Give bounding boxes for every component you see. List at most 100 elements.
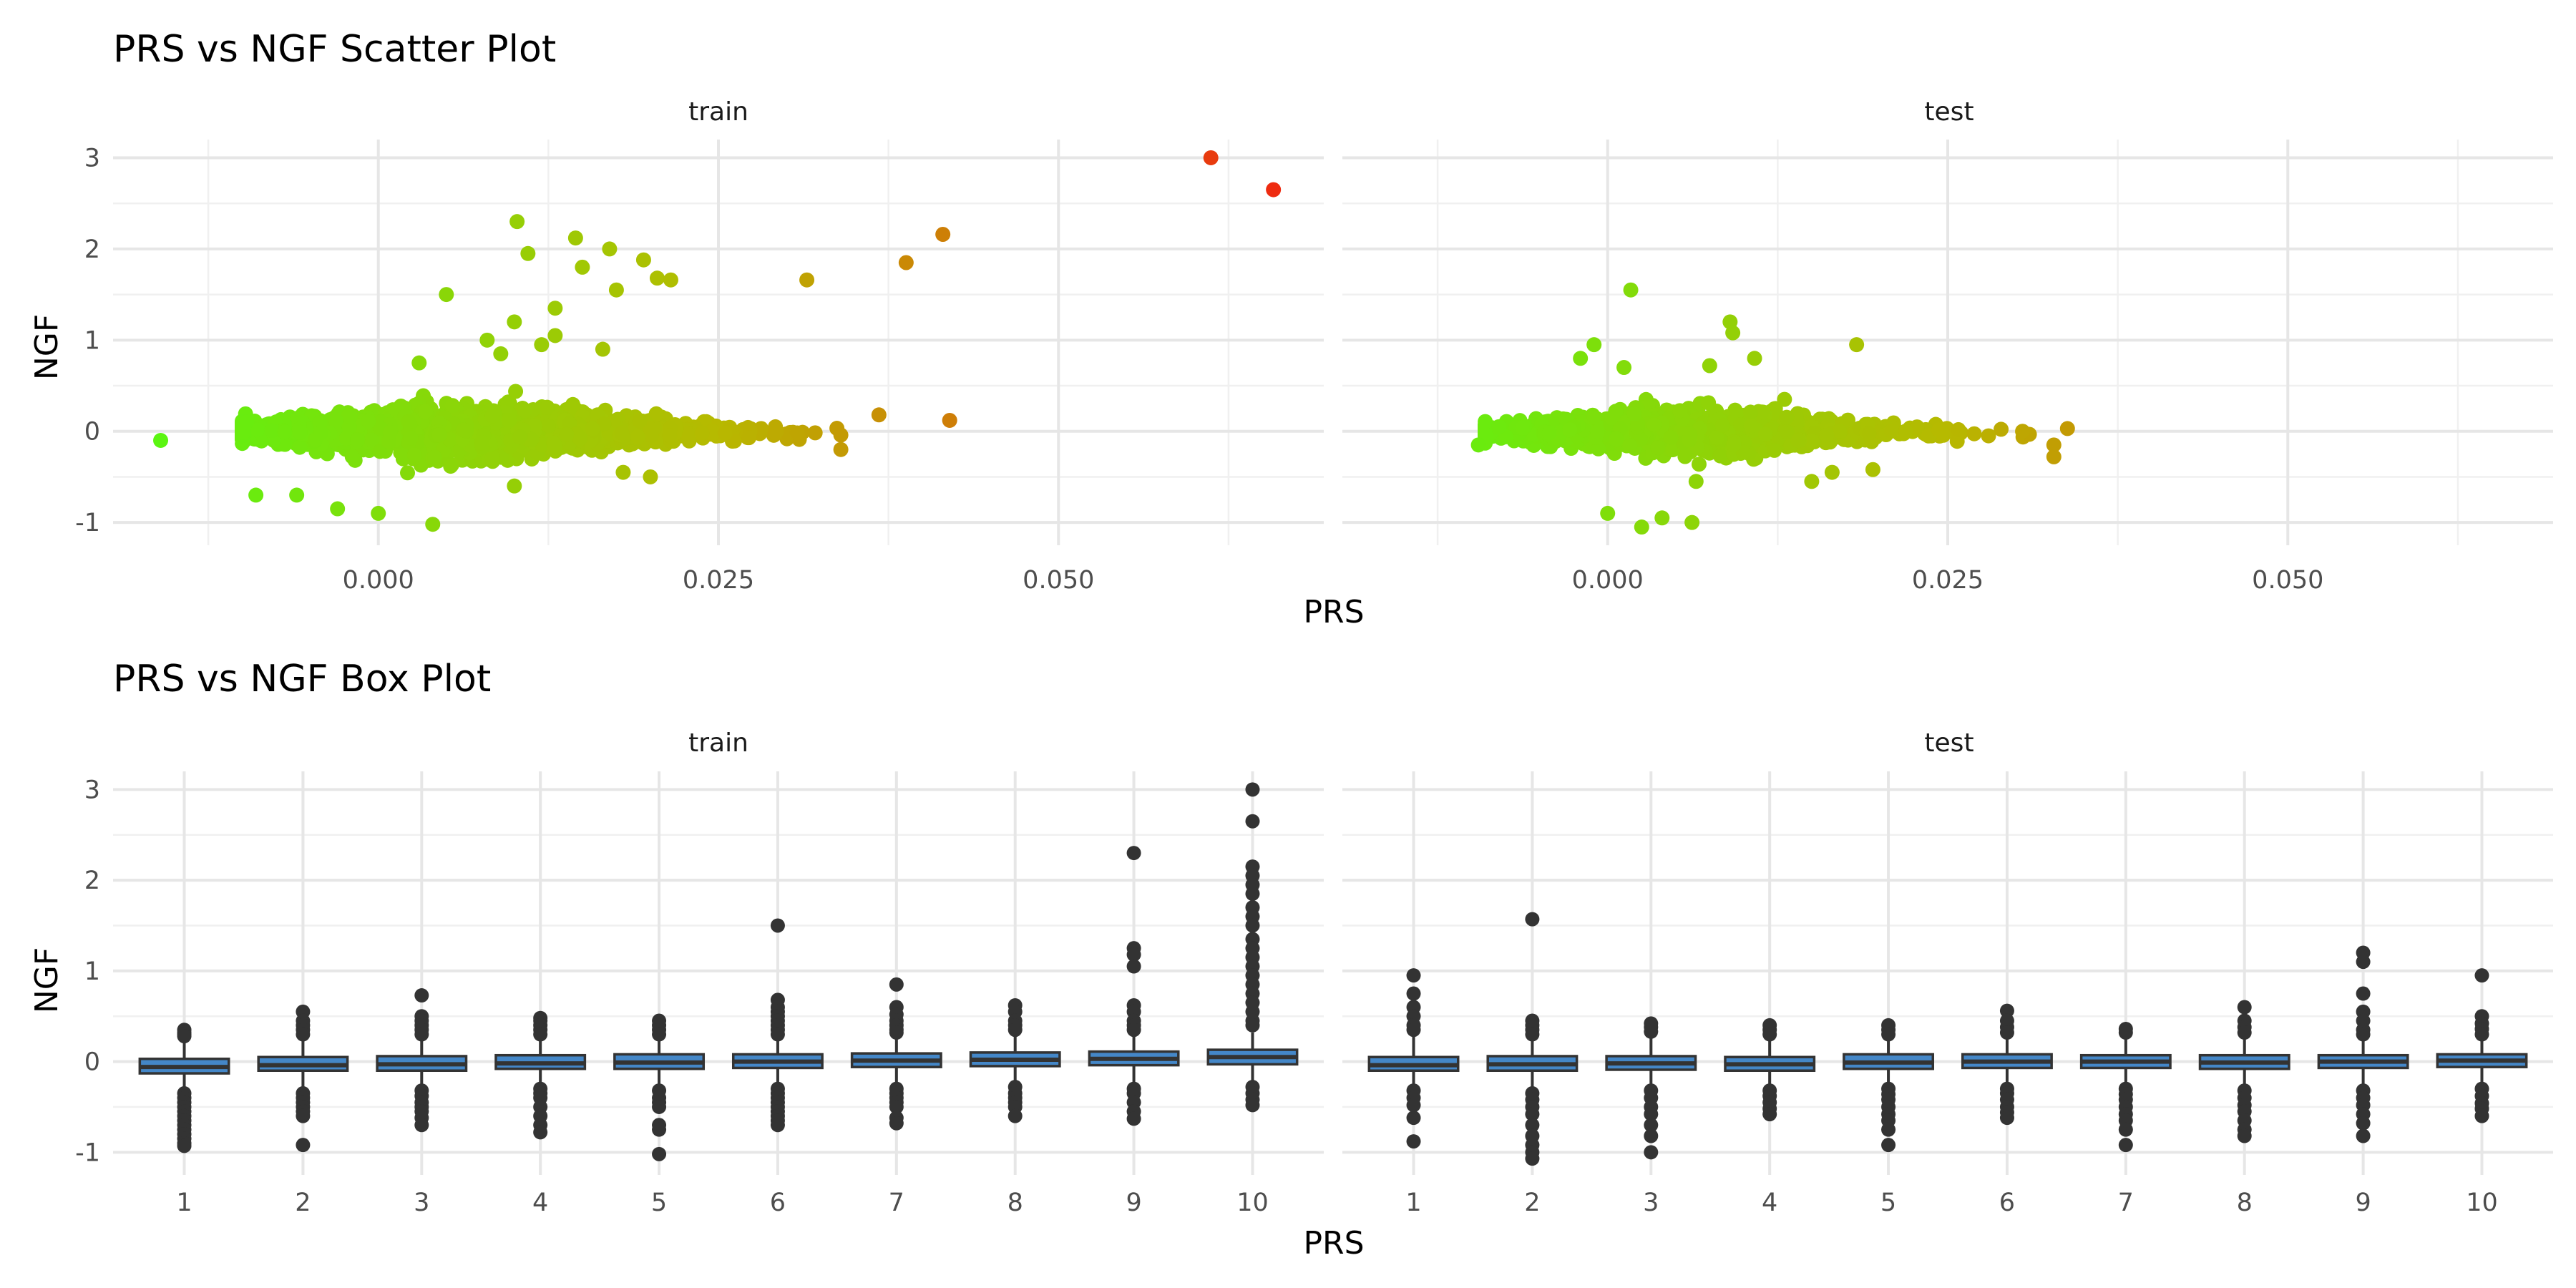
box-outlier: [1245, 887, 1260, 902]
scatter-point: [833, 441, 849, 457]
box-outlier: [652, 1027, 667, 1042]
scatter-point: [1777, 391, 1792, 407]
scatter-point: [459, 423, 474, 439]
scatter-point: [942, 412, 957, 428]
scatter-point: [1701, 395, 1717, 411]
scatter-point: [602, 241, 618, 257]
scatter-point: [741, 430, 757, 446]
box-outlier: [296, 1027, 311, 1042]
scatter-point: [833, 427, 849, 443]
scatter-point: [1865, 462, 1880, 477]
x-tick-label: 9: [1126, 1189, 1141, 1217]
x-tick-label: 7: [889, 1189, 904, 1217]
scatter-point: [635, 252, 651, 268]
x-tick-label: 0.050: [2252, 566, 2323, 595]
scatter-point: [559, 426, 575, 442]
scatter-point: [1600, 505, 1616, 521]
x-tick-label: 0.000: [343, 566, 414, 595]
x-tick-label: 7: [2118, 1189, 2134, 1217]
box-outlier: [889, 1025, 904, 1040]
x-tick-label: 0.025: [1912, 566, 1984, 595]
scatter-point: [1702, 358, 1717, 374]
scatter-point: [328, 414, 344, 430]
scatter-point: [632, 413, 648, 429]
box-outlier: [1126, 1111, 1141, 1126]
box-outlier: [1762, 1107, 1777, 1122]
x-tick-label: 6: [770, 1189, 786, 1217]
scatter-point: [596, 416, 612, 432]
scatter-point: [395, 451, 411, 467]
scatter-point: [565, 396, 581, 412]
x-tick-label: 2: [1524, 1189, 1540, 1217]
scatter-point: [517, 403, 532, 419]
box-outlier: [1245, 1098, 1260, 1113]
scatter-point: [1747, 351, 1762, 366]
scatter-point: [364, 432, 379, 448]
y-tick-label: 2: [84, 867, 100, 895]
box-outlier: [2356, 955, 2371, 970]
scatter-point: [330, 501, 346, 517]
box-outlier: [770, 918, 785, 933]
box-outlier: [1008, 1108, 1023, 1123]
box-x-axis-label: PRS: [1303, 1225, 1364, 1262]
scatter-point: [547, 301, 563, 316]
scatter-point: [1779, 409, 1795, 425]
box-outlier: [2356, 1116, 2371, 1131]
x-tick-label: 10: [1236, 1189, 1269, 1217]
scatter-point: [439, 287, 454, 303]
scatter-point: [342, 409, 358, 424]
scatter-point: [1981, 428, 1996, 444]
box-outlier: [2237, 1128, 2252, 1143]
scatter-point: [1616, 360, 1632, 376]
box-y-axis-label: NGF: [29, 947, 65, 1013]
box-outlier: [1644, 1145, 1659, 1160]
box-outlier: [1525, 1107, 1540, 1122]
box-outlier: [1525, 1027, 1540, 1042]
scatter-point: [662, 428, 678, 444]
scatter-point: [547, 439, 563, 454]
scatter-point: [1623, 282, 1639, 298]
x-tick-label: 3: [414, 1189, 429, 1217]
scatter-point: [1994, 421, 2009, 437]
scatter-point: [153, 432, 169, 448]
scatter-point: [789, 425, 805, 441]
scatter-point: [935, 227, 951, 243]
scatter-point: [1586, 409, 1602, 425]
x-tick-label: 1: [176, 1189, 192, 1217]
box-outlier: [1999, 1111, 2014, 1126]
box-outlier: [296, 1108, 311, 1123]
box-outlier: [652, 1099, 667, 1114]
scatter-point: [595, 341, 610, 357]
scatter-point: [313, 425, 329, 441]
box-strip-train: train: [688, 728, 748, 758]
scatter-point: [1714, 417, 1730, 433]
scatter-point: [1832, 423, 1848, 439]
scatter-point: [507, 478, 522, 494]
box-outlier: [2118, 1138, 2133, 1153]
y-tick-label: 1: [84, 326, 100, 355]
scatter-point: [799, 272, 815, 288]
y-tick-label: 3: [84, 776, 100, 804]
box-outlier: [889, 1099, 904, 1114]
box-outlier: [414, 1027, 429, 1042]
box-outlier: [1999, 1025, 2014, 1040]
y-tick-label: 0: [84, 418, 100, 447]
x-tick-label: 0.000: [1572, 566, 1644, 595]
scatter-point: [1767, 442, 1782, 458]
scatter-point: [540, 418, 556, 434]
scatter-point: [694, 425, 710, 441]
scatter-y-axis-label: NGF: [29, 314, 65, 380]
scatter-point: [400, 465, 416, 481]
scatter-point: [524, 431, 540, 447]
box-outlier: [1644, 1024, 1659, 1039]
scatter-point: [507, 314, 522, 330]
box-outlier: [1644, 1107, 1659, 1122]
scatter-point: [2046, 449, 2062, 464]
scatter-panel-test: 0.000 0.025 0.050: [1342, 140, 2553, 595]
box-outlier: [2356, 1027, 2371, 1042]
scatter-point: [425, 517, 441, 532]
scatter-point: [509, 214, 525, 230]
scatter-point: [264, 423, 280, 439]
scatter-point: [2015, 424, 2031, 439]
scatter-point: [239, 414, 255, 430]
